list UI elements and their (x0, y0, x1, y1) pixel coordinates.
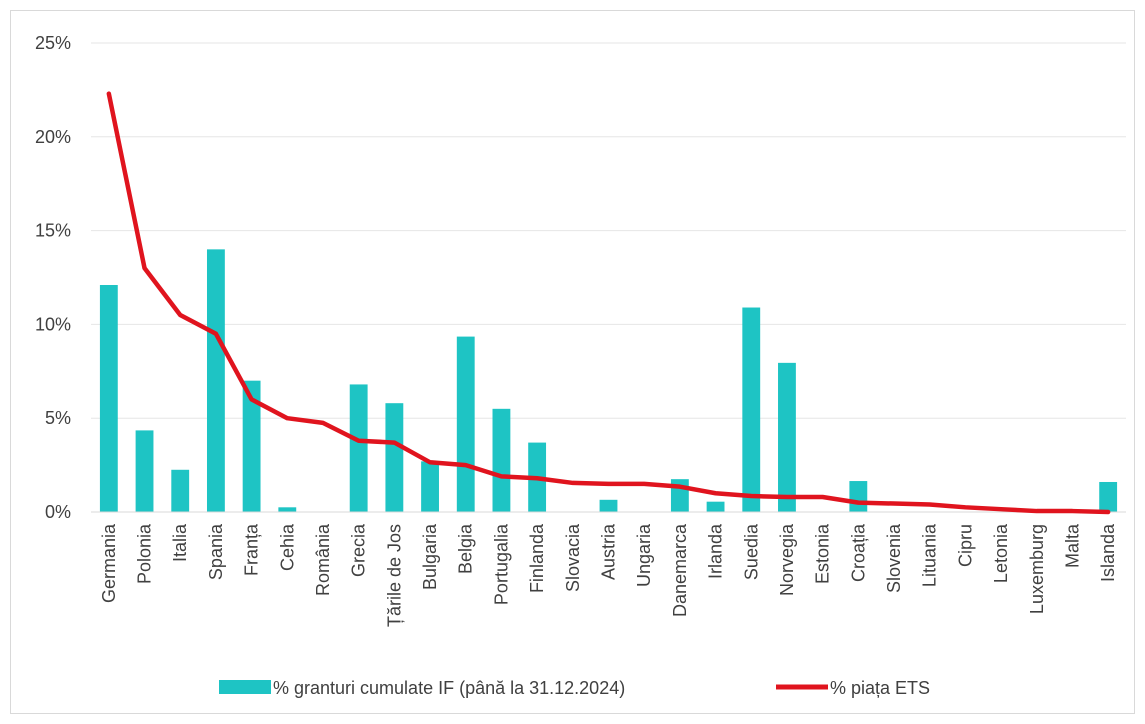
x-tick-label: Spania (206, 523, 226, 580)
x-tick-label: Letonia (991, 523, 1011, 583)
x-tick-label: Grecia (349, 523, 369, 577)
x-tick-label: Suedia (741, 523, 761, 580)
y-tick-label: 20% (35, 127, 71, 147)
bar-Țările de Jos (385, 403, 404, 512)
bar-Franța (242, 380, 261, 512)
bar-Polonia (135, 430, 154, 512)
y-tick-label: 0% (45, 502, 71, 522)
x-tick-label: Lituania (920, 523, 940, 587)
x-tick-label: Irlanda (706, 523, 726, 579)
legend-label-grants: % granturi cumulate IF (până la 31.12.20… (273, 678, 625, 698)
line-ets (106, 91, 1111, 515)
x-tick-label: Luxemburg (1027, 524, 1047, 614)
legend: % granturi cumulate IF (până la 31.12.20… (219, 678, 930, 698)
bar-Bulgaria (421, 461, 439, 512)
bar-Austria (599, 499, 618, 512)
x-tick-label: Țările de Jos (384, 524, 404, 627)
bar-Islanda (1099, 481, 1118, 512)
bar-Belgia (456, 336, 475, 512)
y-tick-label: 25% (35, 33, 71, 53)
x-tick-label: Belgia (456, 523, 476, 574)
x-tick-label: Danemarca (670, 523, 690, 617)
x-tick-label: Malta (1062, 523, 1082, 568)
x-tick-label: România (313, 523, 333, 596)
y-tick-label: 5% (45, 408, 71, 428)
chart-svg: 0% 5% 10% 15% 20% 25% Germania Polonia Italia Sp… (35, 33, 1126, 698)
x-tick-label: Germania (99, 523, 119, 603)
bar-Suedia (742, 307, 761, 512)
legend-label-ets: % piața ETS (830, 678, 930, 698)
line-series (106, 91, 1111, 515)
x-tick-label: Italia (170, 523, 190, 562)
x-tick-label: Croația (848, 523, 868, 582)
x-tick-label: Ungaria (634, 523, 654, 587)
x-tick-label: Portugalia (491, 523, 511, 605)
x-tick-label: Franța (242, 523, 262, 576)
x-axis-ticks: Germania Polonia Italia Spania Franța Cehia Ro… (99, 523, 1118, 627)
bar-Germania (99, 285, 118, 512)
y-tick-label: 15% (35, 221, 71, 241)
y-axis-ticks: 0% 5% 10% 15% 20% 25% (35, 33, 71, 522)
x-tick-label: Islanda (1098, 523, 1118, 582)
bar-Croația (849, 481, 868, 512)
bar-Spania (206, 249, 225, 513)
bar-Cehia (278, 507, 297, 512)
legend-swatch-grants (219, 680, 271, 694)
bar-Italia (171, 469, 190, 512)
x-tick-label: Cipru (955, 524, 975, 567)
x-tick-label: Slovenia (884, 523, 904, 593)
x-tick-label: Polonia (135, 523, 155, 584)
x-tick-label: Cehia (277, 523, 297, 571)
x-tick-label: Norvegia (777, 523, 797, 596)
bar-Grecia (349, 384, 368, 512)
x-tick-label: Finlanda (527, 523, 547, 593)
chart-frame: 0% 5% 10% 15% 20% 25% Germania Polonia Italia Sp… (10, 10, 1135, 714)
bar-Portugalia (492, 408, 511, 512)
bar-Norvegia (778, 362, 796, 512)
gridlines (91, 42, 1126, 419)
x-tick-label: Estonia (813, 523, 833, 584)
x-tick-label: Bulgaria (420, 523, 440, 590)
bar-series (99, 249, 1118, 513)
x-tick-label: Slovacia (563, 523, 583, 592)
x-tick-label: Austria (599, 523, 619, 580)
y-tick-label: 10% (35, 314, 71, 334)
bar-Irlanda (706, 501, 725, 512)
